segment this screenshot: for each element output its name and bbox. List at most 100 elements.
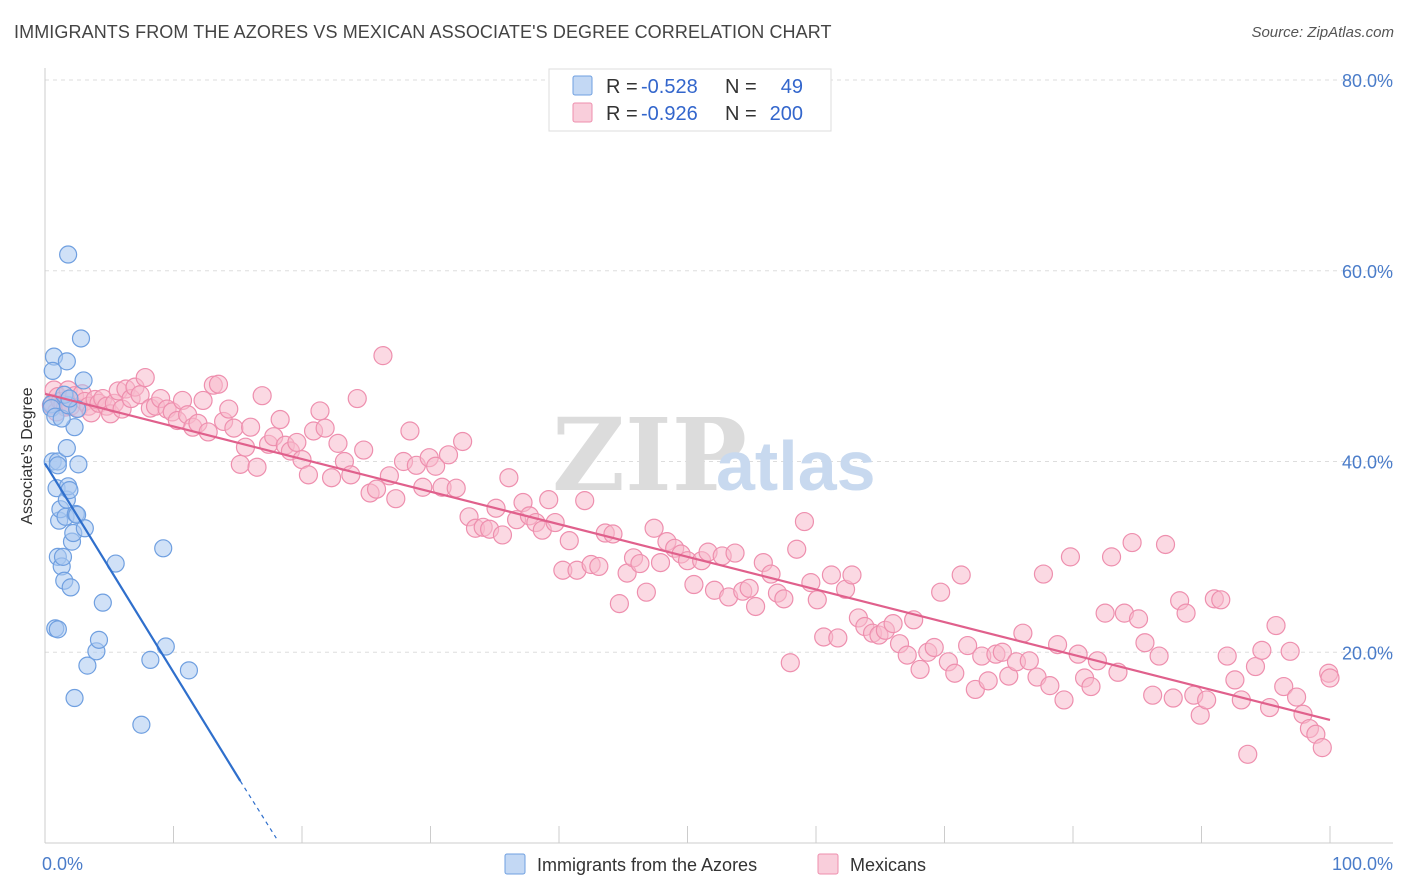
mexicans-point-188 xyxy=(1176,603,1196,623)
legend-box xyxy=(548,68,832,132)
legend-r-value-mexicans: -0.926 xyxy=(641,103,698,125)
mexicans-point-66 xyxy=(347,388,367,409)
mexicans-point-122 xyxy=(725,543,745,563)
azores-trend-line xyxy=(44,462,242,782)
mexicans-point-130 xyxy=(780,653,800,673)
mexicans-point-109 xyxy=(636,582,656,602)
mexicans-point-69 xyxy=(366,479,387,499)
mexicans-point-60 xyxy=(310,401,330,421)
mexicans-point-44 xyxy=(219,399,239,419)
chart-source: Source: ZipAtlas.com xyxy=(1251,24,1394,41)
mexicans-point-134 xyxy=(807,590,827,610)
mexicans-point-145 xyxy=(883,614,903,634)
y-axis-label: Associate's Degree xyxy=(19,387,36,524)
legend-r-label-mexicans: R = xyxy=(606,103,638,125)
mexicans-point-171 xyxy=(1060,547,1081,567)
mexicans-point-194 xyxy=(1217,646,1237,666)
bottom-legend-label-azores: Immigrants from the Azores xyxy=(537,855,757,875)
legend-n-label-azores: N = xyxy=(725,76,757,98)
azores-point-8 xyxy=(48,456,67,475)
mexicans-point-61 xyxy=(315,418,335,438)
mexicans-point-165 xyxy=(1019,651,1039,671)
mexicans-point-200 xyxy=(1260,697,1280,718)
azores-point-43 xyxy=(93,593,112,612)
mexicans-point-95 xyxy=(539,490,559,510)
mexicans-point-208 xyxy=(1312,738,1332,758)
mexicans-point-193 xyxy=(1211,590,1231,610)
mexicans-point-201 xyxy=(1266,615,1286,636)
azores-point-3 xyxy=(43,361,62,380)
mexicans-point-184 xyxy=(1149,646,1169,666)
mexicans-point-139 xyxy=(842,565,862,585)
chart-title: IMMIGRANTS FROM THE AZORES VS MEXICAN AS… xyxy=(14,22,832,42)
mexicans-point-161 xyxy=(992,642,1012,662)
mexicans-point-116 xyxy=(684,574,704,595)
mexicans-point-50 xyxy=(252,386,272,406)
azores-point-28 xyxy=(57,352,76,371)
mexicans-point-62 xyxy=(321,468,342,488)
y-tick-label-2: 60.0% xyxy=(1342,262,1393,282)
mexicans-point-125 xyxy=(746,596,766,617)
axes xyxy=(44,68,1393,844)
legend-swatch-mexicans xyxy=(572,102,593,123)
bottom-legend-swatch-azores xyxy=(504,853,526,875)
mexicans-point-204 xyxy=(1286,687,1307,707)
azores-point-18 xyxy=(60,481,79,500)
azores-point-48 xyxy=(156,637,175,656)
mexicans-point-65 xyxy=(341,465,361,485)
mexicans-point-40 xyxy=(198,422,218,442)
mexicans-point-197 xyxy=(1238,744,1258,764)
legend-n-value-mexicans: 200 xyxy=(770,103,803,125)
azores-point-32 xyxy=(74,371,93,390)
azores-points xyxy=(42,245,199,734)
mexicans-point-48 xyxy=(241,417,261,437)
mexicans-point-129 xyxy=(774,589,794,609)
azores-point-24 xyxy=(65,418,84,437)
top-legend: R = -0.528 N = 49 R = -0.926 N = 200 xyxy=(548,68,832,132)
mexicans-point-56 xyxy=(287,432,307,453)
mexicans-point-72 xyxy=(386,489,406,509)
mexicans-point-185 xyxy=(1155,534,1176,555)
mexicans-point-151 xyxy=(924,637,944,658)
mexicans-point-67 xyxy=(354,440,374,460)
azores-point-38 xyxy=(48,620,67,639)
mexicans-point-198 xyxy=(1245,656,1266,677)
x-tick-label-1: 100.0% xyxy=(1332,854,1393,874)
watermark-atlas: atlas xyxy=(716,427,876,505)
mexicans-point-131 xyxy=(787,539,807,559)
mexicans-point-195 xyxy=(1225,670,1245,690)
mexicans-point-82 xyxy=(453,431,473,452)
mexicans-point-28 xyxy=(135,367,155,388)
mexicans-point-89 xyxy=(499,468,519,488)
mexicans-point-155 xyxy=(951,565,971,585)
mexicans-point-147 xyxy=(897,645,917,665)
azores-point-31 xyxy=(69,455,88,474)
azores-point-42 xyxy=(89,630,109,649)
mexicans-point-46 xyxy=(230,454,250,474)
azores-point-19 xyxy=(61,578,80,597)
bottom-legend-swatch-mexicans xyxy=(817,853,839,875)
mexicans-point-177 xyxy=(1101,547,1122,567)
grid xyxy=(45,79,1393,653)
mexicans-point-181 xyxy=(1128,609,1149,629)
mexicans-point-108 xyxy=(630,553,650,574)
mexicans-point-27 xyxy=(130,385,150,405)
mexicans-point-152 xyxy=(931,582,951,602)
mexicans-point-102 xyxy=(589,556,609,577)
mexicans-point-110 xyxy=(644,518,664,538)
azores-point-47 xyxy=(154,539,173,558)
mexicans-point-49 xyxy=(247,457,267,477)
azores-point-13 xyxy=(53,547,73,566)
trend-lines xyxy=(44,392,1331,839)
y-tick-label-0: 20.0% xyxy=(1342,643,1393,663)
legend-swatch-azores xyxy=(572,75,593,96)
mexicans-point-124 xyxy=(739,578,759,598)
azores-point-34 xyxy=(57,439,76,458)
mexicans-point-58 xyxy=(298,465,319,485)
bottom-legend-label-mexicans: Mexicans xyxy=(850,855,926,875)
mexicans-point-183 xyxy=(1143,685,1163,705)
azores-trend-extension xyxy=(239,780,277,839)
mexicans-point-39 xyxy=(193,390,213,411)
mexicans-point-105 xyxy=(609,594,629,614)
mexicans-point-167 xyxy=(1033,564,1054,584)
